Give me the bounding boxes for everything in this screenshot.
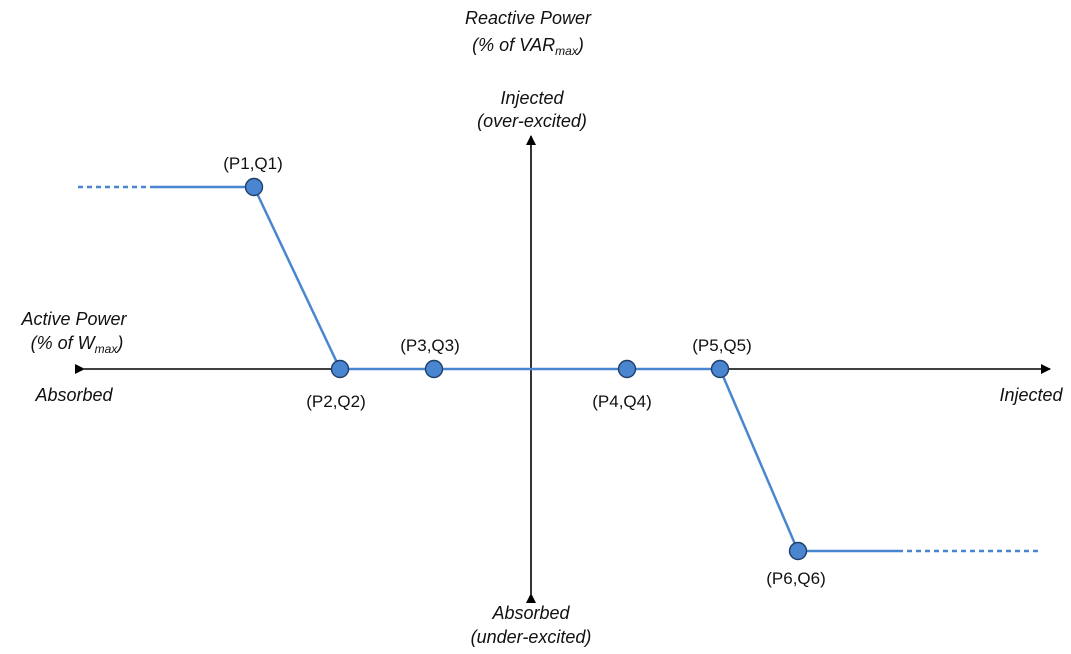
y-axis-negative-sublabel: (under-excited) xyxy=(471,627,592,647)
x-axis-positive-label: Injected xyxy=(999,385,1063,405)
point-label-p6-q6: (P6,Q6) xyxy=(766,569,826,588)
curve-point-p6-q6 xyxy=(788,541,808,561)
y-axis-negative-label: Absorbed xyxy=(491,603,570,623)
point-label-p1-q1: (P1,Q1) xyxy=(223,154,283,173)
curve-point-p3-q3 xyxy=(424,359,444,379)
point-label-p3-q3: (P3,Q3) xyxy=(400,336,460,355)
y-axis-title: Reactive Power xyxy=(465,8,592,28)
x-axis-negative-label: Absorbed xyxy=(34,385,113,405)
y-axis-unit: (% of VARmax) xyxy=(472,35,584,58)
curve-point-p2-q2 xyxy=(330,359,350,379)
curve-point-p1-q1 xyxy=(244,177,264,197)
point-label-p5-q5: (P5,Q5) xyxy=(692,336,752,355)
curve-line xyxy=(155,185,898,553)
curve-points xyxy=(244,177,808,561)
curve-point-p5-q5 xyxy=(710,359,730,379)
x-axis-unit: (% of Wmax) xyxy=(31,333,124,356)
point-label-p4-q4: (P4,Q4) xyxy=(592,392,652,411)
point-label-p2-q2: (P2,Q2) xyxy=(306,392,366,411)
y-axis-positive-sublabel: (over-excited) xyxy=(477,111,587,131)
curve-point-p4-q4 xyxy=(617,359,637,379)
curve-layer xyxy=(78,185,1040,553)
x-axis-title: Active Power xyxy=(20,309,127,329)
y-axis-positive-label: Injected xyxy=(500,88,564,108)
